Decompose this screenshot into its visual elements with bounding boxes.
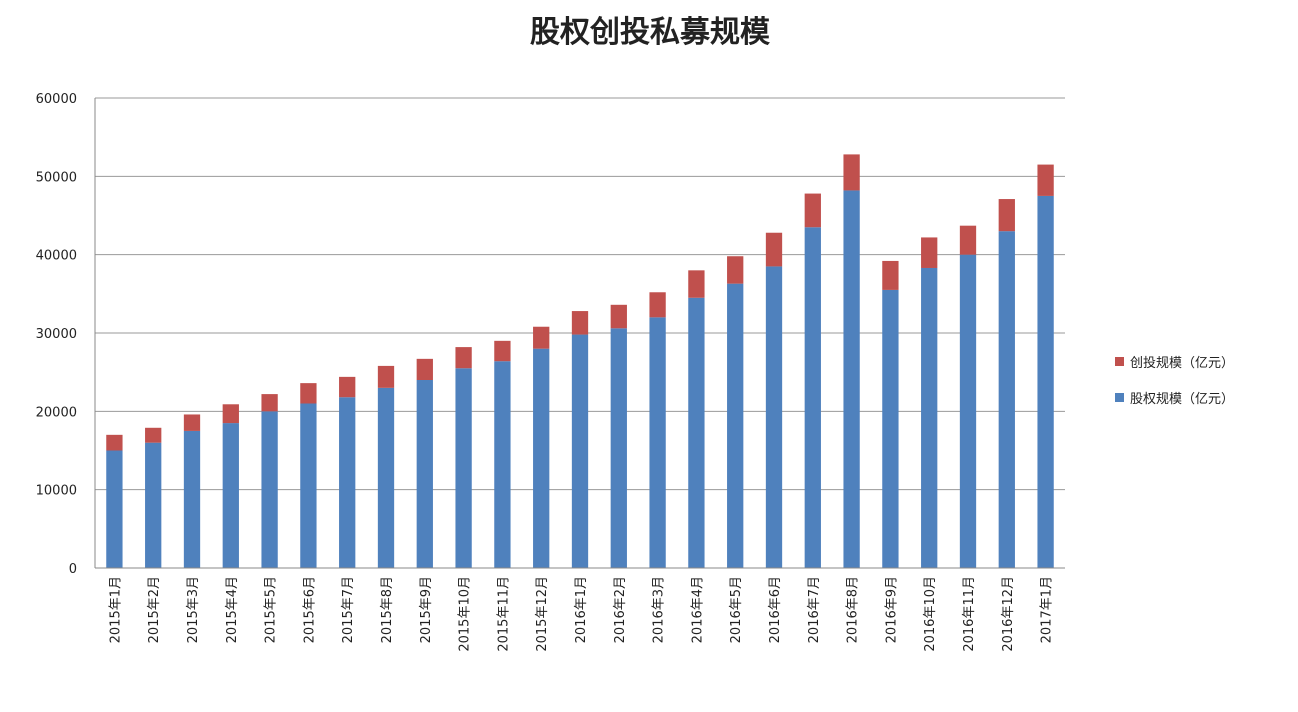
legend-label: 股权规模（亿元） bbox=[1130, 391, 1234, 407]
x-tick-label: 2015年6月 bbox=[302, 576, 317, 643]
bar-segment bbox=[106, 450, 123, 568]
x-tick-label: 2015年9月 bbox=[419, 576, 434, 643]
y-tick-label: 50000 bbox=[36, 170, 77, 185]
bar-segment bbox=[106, 434, 123, 451]
bar-segment bbox=[300, 403, 317, 568]
bar-segment bbox=[222, 423, 239, 568]
bar-segment bbox=[494, 361, 511, 568]
bar-segment bbox=[533, 326, 550, 349]
bar-segment bbox=[145, 427, 162, 443]
bar-segment bbox=[339, 397, 356, 568]
legend-label: 创投规模（亿元） bbox=[1130, 355, 1234, 371]
bar-segment bbox=[261, 394, 278, 412]
x-tick-label: 2016年5月 bbox=[729, 576, 744, 643]
bar-segment bbox=[998, 231, 1015, 568]
bar-segment bbox=[843, 190, 860, 568]
bar-segment bbox=[649, 317, 666, 568]
bar-segment bbox=[377, 365, 395, 388]
bar-segment bbox=[455, 368, 472, 568]
bar-segment bbox=[882, 289, 899, 568]
y-tick-label: 20000 bbox=[36, 405, 77, 420]
bar-segment bbox=[843, 154, 860, 191]
bar-segment bbox=[261, 411, 278, 568]
bar-segment bbox=[339, 376, 356, 398]
bar-segment bbox=[1037, 164, 1054, 196]
bar-segment bbox=[921, 237, 938, 268]
bar-segment bbox=[300, 383, 317, 404]
bar-segment bbox=[765, 232, 783, 267]
x-tick-label: 2015年8月 bbox=[380, 576, 395, 643]
x-tick-label: 2015年10月 bbox=[458, 576, 473, 652]
bar-segment bbox=[959, 254, 977, 568]
bar-segment bbox=[416, 380, 433, 568]
x-tick-label: 2015年7月 bbox=[341, 576, 356, 643]
bar-segment bbox=[959, 225, 977, 255]
x-tick-label: 2016年11月 bbox=[962, 576, 977, 652]
x-tick-label: 2016年7月 bbox=[807, 576, 822, 643]
x-tick-label: 2015年11月 bbox=[496, 576, 511, 652]
bar-segment bbox=[804, 227, 821, 568]
x-tick-label: 2016年9月 bbox=[884, 576, 899, 643]
x-tick-label: 2015年4月 bbox=[225, 576, 240, 643]
bar-segment bbox=[727, 283, 744, 568]
x-tick-label: 2015年5月 bbox=[264, 576, 279, 643]
bar-segment bbox=[145, 442, 162, 568]
x-tick-label: 2015年3月 bbox=[186, 576, 201, 643]
x-tick-label: 2015年12月 bbox=[535, 576, 550, 652]
bar-segment bbox=[222, 404, 239, 424]
bar-segment bbox=[416, 358, 433, 380]
bar-segment bbox=[183, 430, 201, 568]
x-tick-label: 2016年2月 bbox=[613, 576, 628, 643]
bar-segment bbox=[610, 328, 627, 568]
legend-swatch bbox=[1115, 357, 1124, 366]
y-tick-label: 0 bbox=[69, 562, 77, 577]
x-tick-label: 2017年1月 bbox=[1040, 576, 1055, 643]
x-tick-label: 2016年4月 bbox=[690, 576, 705, 643]
bar-segment bbox=[494, 340, 511, 362]
bar-segment bbox=[533, 348, 550, 568]
y-tick-label: 30000 bbox=[36, 327, 77, 342]
bar-segment bbox=[882, 260, 899, 290]
bar-segment bbox=[571, 334, 589, 568]
chart-title: 股权创投私募规模 bbox=[530, 15, 770, 50]
y-tick-label: 40000 bbox=[36, 249, 77, 264]
bar-segment bbox=[688, 297, 705, 568]
bar-segment bbox=[921, 267, 938, 568]
x-tick-label: 2016年10月 bbox=[923, 576, 938, 652]
bar-segment bbox=[1037, 195, 1054, 568]
bar-segment bbox=[688, 270, 705, 298]
legend-swatch bbox=[1115, 393, 1124, 402]
x-tick-label: 2016年6月 bbox=[768, 576, 783, 643]
bar-segment bbox=[649, 292, 666, 318]
y-tick-label: 60000 bbox=[36, 92, 77, 107]
bar-segment bbox=[183, 414, 201, 431]
bar-segment bbox=[610, 304, 627, 329]
x-tick-label: 2016年3月 bbox=[652, 576, 667, 643]
bar-segment bbox=[727, 256, 744, 284]
y-tick-label: 10000 bbox=[36, 484, 77, 499]
x-tick-label: 2015年1月 bbox=[108, 576, 123, 643]
bar-segment bbox=[571, 311, 589, 335]
x-tick-label: 2016年8月 bbox=[846, 576, 861, 643]
bar-segment bbox=[455, 347, 472, 369]
bar-segment bbox=[998, 199, 1015, 232]
x-tick-label: 2015年2月 bbox=[147, 576, 162, 643]
bar-segment bbox=[804, 193, 821, 228]
x-tick-label: 2016年12月 bbox=[1001, 576, 1016, 652]
bar-segment bbox=[377, 387, 395, 568]
bar-segment bbox=[765, 266, 783, 568]
x-tick-label: 2016年1月 bbox=[574, 576, 589, 643]
